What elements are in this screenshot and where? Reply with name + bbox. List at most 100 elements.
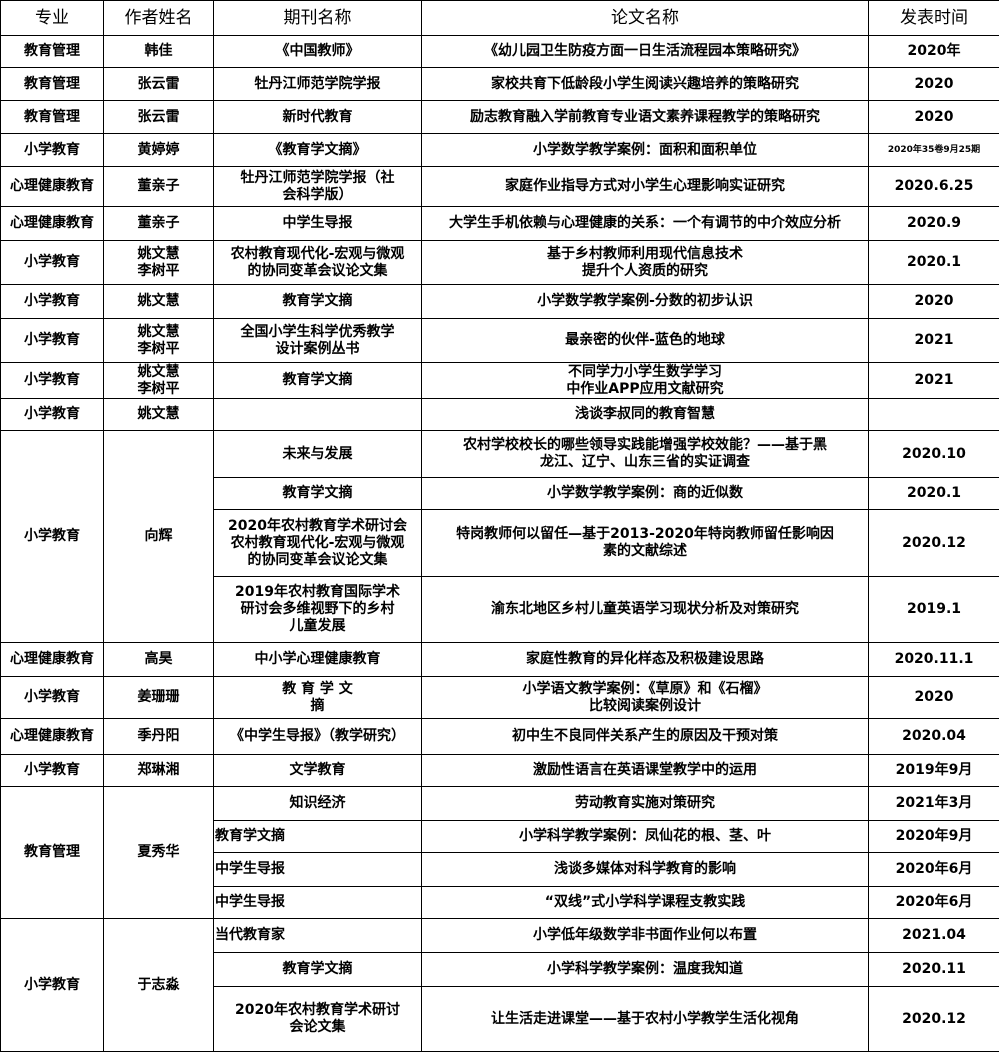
title-cell: 小学数学教学案例：商的近似数	[422, 478, 869, 510]
journal-cell: 中学生导报	[214, 887, 422, 919]
table-body: 教育管理韩佳《中国教师》《幼儿园卫生防疫方面一日生活流程园本策略研究》2020年…	[1, 36, 999, 1052]
table-row: 小学教育姚文慧 李树平全国小学生科学优秀教学 设计案例丛书最亲密的伙伴-蓝色的地…	[1, 319, 999, 363]
author-cell: 黄婷婷	[104, 134, 214, 167]
journal-cell: 当代教育家	[214, 919, 422, 953]
date-cell: 2019.1	[869, 577, 999, 643]
title-cell: 小学数学教学案例-分数的初步认识	[422, 285, 869, 319]
journal-cell: 教育学文摘	[214, 953, 422, 987]
title-cell: 小学科学教学案例：凤仙花的根、茎、叶	[422, 821, 869, 853]
table-row: 小学教育姚文慧 李树平农村教育现代化-宏观与微观 的协同变革会议论文集基于乡村教…	[1, 241, 999, 285]
journal-cell: 2019年农村教育国际学术 研讨会多维视野下的乡村 儿童发展	[214, 577, 422, 643]
date-cell: 2021.04	[869, 919, 999, 953]
major-cell: 心理健康教育	[1, 207, 104, 241]
title-cell: 浅谈李叔同的教育智慧	[422, 399, 869, 431]
title-cell: 家校共育下低龄段小学生阅读兴趣培养的策略研究	[422, 68, 869, 101]
journal-cell: 教育学文摘	[214, 478, 422, 510]
journal-cell: 教育学文摘	[214, 363, 422, 399]
date-cell: 2020.6.25	[869, 167, 999, 207]
title-cell: 激励性语言在英语课堂教学中的运用	[422, 755, 869, 787]
date-cell: 2020年9月	[869, 821, 999, 853]
major-cell: 心理健康教育	[1, 643, 104, 677]
author-cell: 向辉	[104, 431, 214, 643]
journal-cell: 知识经济	[214, 787, 422, 821]
major-cell: 心理健康教育	[1, 167, 104, 207]
journal-cell: 中小学心理健康教育	[214, 643, 422, 677]
journal-cell: 文学教育	[214, 755, 422, 787]
journal-cell: 中学生导报	[214, 853, 422, 887]
header-journal: 期刊名称	[214, 1, 422, 36]
title-cell: 励志教育融入学前教育专业语文素养课程教学的策略研究	[422, 101, 869, 134]
date-cell: 2020.11	[869, 953, 999, 987]
major-cell: 教育管理	[1, 787, 104, 919]
date-cell: 2020.9	[869, 207, 999, 241]
title-cell: 小学数学教学案例：面积和面积单位	[422, 134, 869, 167]
author-cell: 姚文慧	[104, 399, 214, 431]
major-cell: 小学教育	[1, 399, 104, 431]
header-title: 论文名称	[422, 1, 869, 36]
header-major: 专业	[1, 1, 104, 36]
major-cell: 小学教育	[1, 755, 104, 787]
journal-cell: 教育学文摘	[214, 285, 422, 319]
author-cell: 季丹阳	[104, 719, 214, 755]
journal-cell: 农村教育现代化-宏观与微观 的协同变革会议论文集	[214, 241, 422, 285]
journal-cell: 《中学生导报》（教学研究）	[214, 719, 422, 755]
title-cell: 家庭作业指导方式对小学生心理影响实证研究	[422, 167, 869, 207]
date-cell: 2020.12	[869, 510, 999, 577]
author-cell: 姚文慧	[104, 285, 214, 319]
journal-cell: 《中国教师》	[214, 36, 422, 68]
title-cell: 初中生不良同伴关系产生的原因及干预对策	[422, 719, 869, 755]
journal-cell: 牡丹江师范学院学报	[214, 68, 422, 101]
title-cell: 《幼儿园卫生防疫方面一日生活流程园本策略研究》	[422, 36, 869, 68]
major-cell: 小学教育	[1, 677, 104, 719]
date-cell: 2020年6月	[869, 853, 999, 887]
major-cell: 小学教育	[1, 363, 104, 399]
title-cell: 小学科学教学案例：温度我知道	[422, 953, 869, 987]
author-cell: 夏秀华	[104, 787, 214, 919]
author-cell: 董亲子	[104, 207, 214, 241]
table-row: 小学教育姚文慧 浅谈李叔同的教育智慧	[1, 399, 999, 431]
date-cell: 2021	[869, 363, 999, 399]
date-cell: 2020.11.1	[869, 643, 999, 677]
journal-cell: 牡丹江师范学院学报（社 会科学版）	[214, 167, 422, 207]
header-author: 作者姓名	[104, 1, 214, 36]
table-row: 小学教育姜珊珊教 育 学 文 摘小学语文教学案例：《草原》和《石榴》 比较阅读案…	[1, 677, 999, 719]
title-cell: 基于乡村教师利用现代信息技术 提升个人资质的研究	[422, 241, 869, 285]
date-cell: 2020	[869, 677, 999, 719]
major-cell: 心理健康教育	[1, 719, 104, 755]
table-row: 教育管理韩佳《中国教师》《幼儿园卫生防疫方面一日生活流程园本策略研究》2020年	[1, 36, 999, 68]
journal-cell: 2020年农村教育学术研讨 会论文集	[214, 987, 422, 1052]
author-cell: 张云雷	[104, 101, 214, 134]
date-cell	[869, 399, 999, 431]
title-cell: 不同学力小学生数学学习 中作业APP应用文献研究	[422, 363, 869, 399]
journal-cell: 教 育 学 文 摘	[214, 677, 422, 719]
major-cell: 小学教育	[1, 241, 104, 285]
journal-cell: 2020年农村教育学术研讨会 农村教育现代化-宏观与微观 的协同变革会议论文集	[214, 510, 422, 577]
major-cell: 小学教育	[1, 431, 104, 643]
journal-cell: 教育学文摘	[214, 821, 422, 853]
major-cell: 教育管理	[1, 68, 104, 101]
date-cell: 2020	[869, 101, 999, 134]
major-cell: 小学教育	[1, 919, 104, 1052]
title-cell: “双线”式小学科学课程支教实践	[422, 887, 869, 919]
table-row: 小学教育向辉未来与发展农村学校校长的哪些领导实践能增强学校效能？——基于黑 龙江…	[1, 431, 999, 478]
journal-cell: 新时代教育	[214, 101, 422, 134]
author-cell: 姚文慧 李树平	[104, 241, 214, 285]
major-cell: 小学教育	[1, 134, 104, 167]
title-cell: 大学生手机依赖与心理健康的关系：一个有调节的中介效应分析	[422, 207, 869, 241]
journal-cell: 《教育学文摘》	[214, 134, 422, 167]
author-cell: 于志淼	[104, 919, 214, 1052]
title-cell: 小学语文教学案例：《草原》和《石榴》 比较阅读案例设计	[422, 677, 869, 719]
date-cell: 2020.1	[869, 478, 999, 510]
header-row: 专业 作者姓名 期刊名称 论文名称 发表时间	[1, 1, 999, 36]
title-cell: 渝东北地区乡村儿童英语学习现状分析及对策研究	[422, 577, 869, 643]
table-row: 心理健康教育季丹阳《中学生导报》（教学研究）初中生不良同伴关系产生的原因及干预对…	[1, 719, 999, 755]
date-cell: 2020年6月	[869, 887, 999, 919]
